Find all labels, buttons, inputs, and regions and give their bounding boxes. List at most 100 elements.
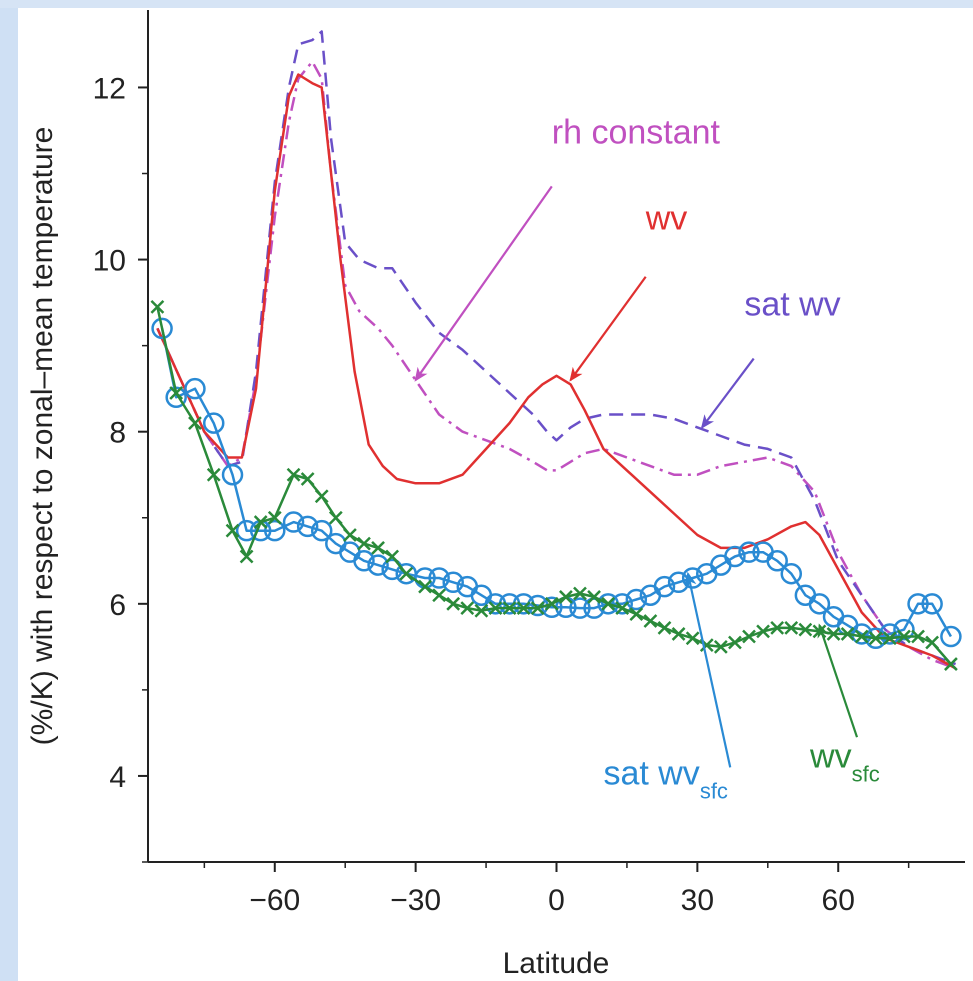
- point-wv-sfc: [559, 590, 573, 604]
- point-sat-wv-sfc: [808, 593, 831, 615]
- x-axis-title: Latitude: [503, 947, 610, 980]
- series-line-wv-sfc: [156, 306, 952, 665]
- point-wv-sfc: [488, 601, 503, 616]
- point-wv-sfc: [615, 601, 630, 616]
- point-sat-wv-sfc: [724, 545, 746, 568]
- point-wv-sfc: [854, 629, 869, 644]
- point-wv-sfc: [671, 627, 686, 641]
- point-sat-wv-sfc: [310, 519, 333, 542]
- point-sat-wv-sfc: [921, 593, 943, 615]
- annotation-arrow-rh-constant: [414, 185, 553, 382]
- annotation-sat-wv: sat wv: [700, 286, 841, 429]
- series-wv-sfc: [150, 300, 958, 671]
- point-sat-wv-sfc: [940, 625, 962, 648]
- annotation-sat-wv-sfc: sat wvsfc: [603, 571, 732, 804]
- annotation-rh-constant: rh constant: [414, 113, 721, 382]
- y-tick-label-10: 10: [93, 245, 126, 278]
- point-sat-wv-sfc: [569, 597, 591, 619]
- series-rh-constant: [156, 60, 957, 670]
- point-wv-sfc: [882, 631, 897, 646]
- point-wv-sfc: [385, 549, 400, 564]
- series-line-sat-wv-sfc: [160, 328, 952, 640]
- annotation-arrow-sat-wv: [700, 357, 755, 429]
- point-sat-wv-sfc: [151, 317, 173, 340]
- y-axis-title: (%/K) with respect to zonal–mean tempera…: [26, 127, 59, 746]
- annotation-arrow-sat-wv-sfc: [684, 571, 732, 768]
- point-wv-sfc: [643, 614, 658, 628]
- point-wv-sfc: [314, 489, 329, 504]
- point-wv-sfc: [188, 416, 202, 430]
- point-sat-wv-sfc: [202, 412, 225, 434]
- point-sat-wv-sfc: [367, 554, 389, 576]
- point-wv-sfc: [169, 386, 184, 400]
- point-wv-sfc: [267, 510, 282, 525]
- annotation-arrow-wv: [569, 276, 647, 382]
- point-wv-sfc: [728, 635, 742, 650]
- point-wv-sfc: [253, 515, 268, 529]
- point-wv-sfc: [587, 590, 601, 604]
- y-tick-label-6: 6: [109, 589, 126, 622]
- point-wv-sfc: [784, 621, 799, 635]
- point-wv-sfc: [206, 467, 221, 482]
- point-wv-sfc: [911, 629, 925, 644]
- x-tick-label-30: −30: [390, 884, 441, 917]
- point-sat-wv-sfc: [221, 463, 244, 486]
- point-wv-sfc: [446, 596, 461, 611]
- point-sat-wv-sfc: [625, 588, 648, 611]
- point-sat-wv-sfc: [681, 567, 704, 589]
- point-sat-wv-sfc: [442, 571, 464, 594]
- point-wv-sfc: [239, 549, 254, 564]
- series-sat-wv: [156, 30, 957, 666]
- y-tick-label-4: 4: [109, 761, 126, 794]
- background-strip-top: [0, 0, 973, 8]
- annotation-label-wv: wv: [645, 199, 688, 237]
- point-wv-sfc: [371, 540, 385, 555]
- annotation-label-wv-sfc: wvsfc: [809, 737, 880, 786]
- point-wv-sfc: [474, 603, 489, 618]
- point-wv-sfc: [742, 629, 756, 644]
- point-wv-sfc: [286, 467, 301, 482]
- point-sat-wv-sfc: [428, 567, 450, 589]
- point-wv-sfc: [897, 629, 911, 644]
- point-wv-sfc: [357, 536, 371, 551]
- point-wv-sfc: [826, 627, 841, 641]
- point-sat-wv-sfc: [184, 377, 206, 400]
- point-wv-sfc: [657, 621, 672, 635]
- series-wv: [156, 73, 957, 670]
- point-wv-sfc: [573, 586, 587, 601]
- point-sat-wv-sfc: [893, 618, 915, 641]
- point-wv-sfc: [770, 621, 785, 635]
- point-wv-sfc: [601, 596, 616, 611]
- y-tick-label-8: 8: [109, 417, 126, 450]
- point-wv-sfc: [328, 510, 343, 525]
- point-wv-sfc: [502, 601, 517, 616]
- annotation-arrow-wv-sfc: [817, 623, 859, 738]
- point-sat-wv-sfc: [766, 550, 788, 572]
- point-wv-sfc: [530, 601, 545, 616]
- background-strip-left: [0, 0, 18, 981]
- point-wv-sfc: [150, 300, 165, 314]
- point-wv-sfc: [418, 579, 432, 594]
- point-wv-sfc: [516, 601, 531, 616]
- point-wv-sfc: [432, 588, 446, 603]
- series-layer: [150, 30, 962, 671]
- point-wv-sfc: [798, 622, 813, 637]
- x-tick-label-60: 60: [822, 884, 855, 917]
- point-sat-wv-sfc: [282, 511, 305, 533]
- annotation-wv-sfc: wvsfc: [809, 623, 880, 786]
- point-wv-sfc: [460, 601, 475, 616]
- point-sat-wv-sfc: [264, 519, 286, 542]
- point-wv-sfc: [868, 631, 883, 646]
- annotation-label-sat-wv: sat wv: [744, 286, 840, 324]
- point-wv-sfc: [629, 607, 644, 622]
- point-wv-sfc: [925, 635, 940, 650]
- series-line-rh-constant: [156, 60, 957, 670]
- point-wv-sfc: [399, 566, 414, 581]
- annotation-layer: rh constant wv sat wv sat wvsfc wvsfc: [414, 113, 880, 804]
- point-wv-sfc: [756, 624, 770, 639]
- annotation-wv: wv: [569, 199, 688, 382]
- point-sat-wv-sfc: [907, 593, 929, 615]
- point-sat-wv-sfc: [296, 515, 319, 538]
